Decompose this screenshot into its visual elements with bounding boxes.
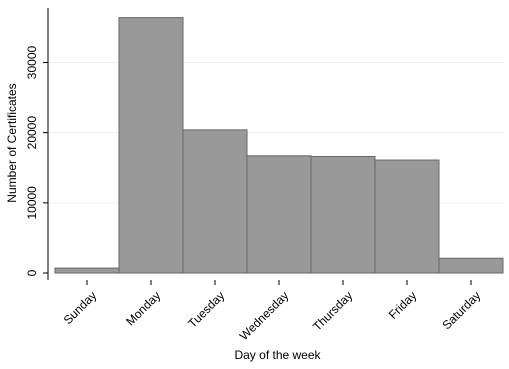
bar-sunday [54,267,120,274]
x-tick-label-tuesday: Tuesday [185,288,227,330]
y-tick-label: 20000 [25,116,39,150]
y-tick-label: 0 [25,269,39,276]
x-tick-label-sunday: Sunday [61,288,100,327]
bar-saturday [438,257,504,274]
bar-wednesday [246,155,312,274]
x-axis-title: Day of the week [234,348,321,362]
x-tick-label-friday: Friday [386,288,419,321]
y-tick-label: 10000 [25,186,39,220]
x-tick-label-monday: Monday [123,288,163,328]
y-axis-title: Number of Certificates [5,83,19,202]
x-axis-ticks: Sunday Monday Tuesday Wednesday Thursday Frid… [61,280,483,343]
bar-friday [374,159,440,274]
bar-tuesday [182,129,248,274]
bar-monday [118,17,184,274]
y-tick-label: 30000 [25,45,39,79]
y-axis-ticks: 0 10000 20000 30000 [25,45,48,276]
bars [54,17,504,274]
x-tick-label-saturday: Saturday [439,288,483,332]
bar-thursday [310,156,376,274]
x-tick-label-wednesday: Wednesday [237,288,292,343]
x-tick-label-thursday: Thursday [310,288,355,333]
